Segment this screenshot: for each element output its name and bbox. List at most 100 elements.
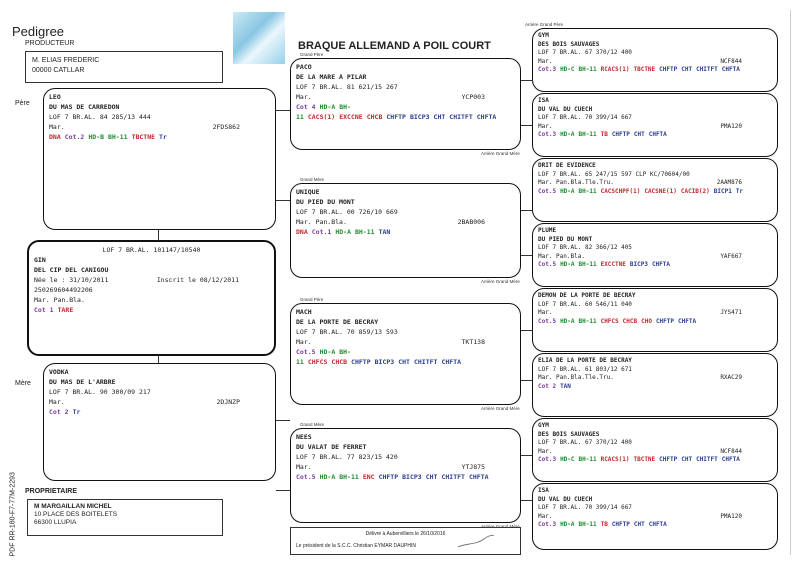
subject-coat: Mar. Pan.Bla.: [34, 296, 85, 304]
title-tag: CHT: [681, 66, 693, 73]
title-tag: EXCCTNE: [600, 261, 626, 268]
great-grand-parent-label: Arrière Grand Mère: [481, 524, 520, 529]
dog-affix: DE LA PORTE DE BECRAY: [296, 318, 379, 326]
title-tag: BICP3: [629, 261, 648, 268]
title-tag: CHFTP: [611, 521, 630, 528]
dog-id: TKT138: [461, 338, 485, 346]
dog-name: LEO: [49, 93, 61, 101]
title-tag: TARE: [57, 306, 74, 314]
title-tag: HD-A: [335, 228, 351, 236]
dog-card-agp1: GYM DES BOIS SAUVAGES LOF 7 BR.AL. 67 370/…: [532, 28, 778, 92]
dog-affix: DU VALAT DE FERRET: [296, 443, 367, 451]
grand-parent-label: Grand Père: [300, 297, 324, 302]
dog-card-agp3: DEMON DE LA PORTE DE BECRAY LOF 7 BR.AL. …: [532, 288, 778, 352]
subject-tags: Cot 1 TARE: [34, 305, 269, 315]
subject-card: LOF 7 BR.AL. 101147/10540 GIN DEL CIP DE…: [27, 240, 276, 356]
dog-affix: DU MAS DE L'ARBRE: [49, 378, 116, 386]
dog-lof: LOF 7 BR.AL. 00 726/10 669: [296, 208, 398, 216]
dog-lof: LOF 7 BR.AL. 70 399/14 667: [538, 504, 632, 511]
delivery-line1: Délivré à Aubervilliers le 26/10/2016: [365, 531, 446, 537]
title-tag: CHITFT: [696, 456, 718, 463]
title-tag: CHFTA: [721, 456, 740, 463]
dog-tags: Cot.5 HD-A BH-11 EXCCTNE BICP3 CHFTA: [538, 261, 772, 270]
title-tag: BICP1: [713, 187, 732, 195]
title-tag: CHFCS: [307, 358, 328, 366]
title-tag: TB: [600, 521, 608, 528]
dog-card-agp2: DRIT DE EVIDENCE LOF 7 BR.AL. 65 247/15 5…: [532, 158, 778, 222]
title-tag: CHCB: [622, 317, 638, 325]
connector-line: [521, 80, 532, 81]
title-tag: Cot.5: [538, 187, 557, 195]
subject-name: GIN: [34, 256, 46, 264]
title-tag: CHFTA: [648, 131, 667, 138]
subject-lof: LOF 7 BR.AL. 101147/10540: [102, 246, 201, 254]
title-tag: CHCB: [366, 113, 383, 121]
owner-address: 10 PLACE DES BOITELETS: [34, 511, 118, 518]
title-tag: CACSCHPF(1): [600, 187, 641, 195]
title-tag: CHITFT: [441, 473, 465, 481]
dog-id: NCF844: [720, 57, 742, 65]
title-tag: CHFTP: [659, 456, 678, 463]
title-tag: BH-11: [107, 133, 128, 141]
dog-tags: Cot.3 HD-A BH-11 TB CHFTP CHT CHFTA: [538, 521, 772, 530]
connector-line: [276, 110, 290, 111]
title-tag: TAN: [378, 228, 391, 236]
connector-line: [521, 330, 532, 331]
dog-lof: LOF 7 BR.AL. 65 247/15 597 CLP KC/70604/…: [538, 170, 690, 178]
title-tag: BH-11: [339, 473, 359, 481]
connector-line: [276, 420, 290, 421]
dog-lof: LOF 7 BR.AL. 60 546/11 040: [538, 300, 632, 308]
dog-name: DEMON DE LA PORTE DE BECRAY: [538, 292, 636, 299]
grand-parent-label: Grand Père: [300, 52, 324, 57]
title-tag: CACSNE(1): [644, 187, 677, 195]
dog-name: MACH: [296, 308, 312, 316]
title-tag: CHCB: [331, 358, 348, 366]
dog-name: GYM: [538, 422, 549, 429]
delivery-box: Délivré à Aubervilliers le 26/10/2016 Le…: [290, 527, 521, 555]
title-tag: CHT: [633, 521, 645, 528]
mere-label: Mère: [15, 380, 31, 387]
dog-lof: LOF 7 BR.AL. 67 370/12 400: [538, 49, 632, 56]
dog-coat: Mar.: [49, 123, 65, 131]
title-tag: RCACS(1): [600, 456, 630, 463]
connector-line: [521, 125, 532, 126]
title-tag: CHITFT: [413, 358, 438, 366]
seal-image: [233, 12, 285, 64]
dog-lof: LOF 7 BR.AL. 61 803/12 671: [538, 365, 632, 373]
dog-tags: Cot.5 HD-A BH-11 ENC CHFTP BICP3 CHT CHITFT CHFT…: [296, 472, 515, 482]
dog-card-pere: LEO DU MAS DE CARREDON LOF 7 BR.AL. 84 285…: [43, 88, 276, 230]
title-tag: DNA: [49, 133, 61, 141]
title-tag: CHFTP: [386, 113, 406, 121]
title-tag: BH-11: [296, 348, 351, 366]
breeder-name: M. ELIAS FREDERIC: [32, 57, 100, 64]
title-tag: HD-A: [560, 187, 575, 195]
title-tag: CHO: [641, 317, 652, 325]
dog-tags: Cot.3 HD-A BH-11 TB CHFTP CHT CHFTA: [538, 131, 772, 140]
great-grand-parent-label: Arrière Grand Mère: [481, 279, 520, 284]
dog-lof: LOF 7 BR.AL. 84 285/13 444: [49, 113, 151, 121]
dog-coat: Mar.: [538, 122, 553, 130]
owner-label: PROPRIETAIRE: [25, 488, 77, 495]
title-tag: TBCTNE: [131, 133, 156, 141]
dog-tags: Cot.5 HD-A BH-11 CHFCS CHCB CHFTP BICP3 CHT CHIT…: [296, 347, 515, 367]
title-tag: CHITFT: [449, 113, 473, 121]
dog-lof: LOF 7 BR.AL. 67 370/12 400: [538, 439, 632, 446]
pere-label: Père: [15, 100, 30, 107]
title-tag: HD-A: [319, 348, 336, 356]
connector-line: [521, 455, 532, 456]
dog-card-agm1: ISA DU VAL DU CUECH LOF 7 BR.AL. 70 399/14…: [532, 93, 778, 157]
dog-coat: Mar.: [538, 309, 553, 316]
title-tag: Cot.5: [538, 317, 557, 325]
title-tag: BICP3: [409, 113, 430, 121]
title-tag: TBCTNE: [633, 456, 656, 463]
dog-tags: Cot.5 HD-A BH-11 CACSCHPF(1) CACSNE(1) CACIB(…: [538, 188, 772, 197]
title-tag: BH-11: [578, 66, 597, 73]
dog-card-gm2: NEES DU VALAT DE FERRET LOF 7 BR.AL. 77 82…: [290, 428, 521, 523]
owner-name: M MARGAILLAN MICHEL: [34, 503, 112, 510]
dog-id: PMA120: [720, 122, 742, 130]
dog-card-agm4: ISA DU VAL DU CUECH LOF 7 BR.AL. 70 399/14…: [532, 483, 778, 550]
breeder-label: PRODUCTEUR: [25, 40, 75, 47]
title-tag: CHT: [681, 456, 693, 463]
dog-coat: Mar.: [538, 447, 553, 455]
